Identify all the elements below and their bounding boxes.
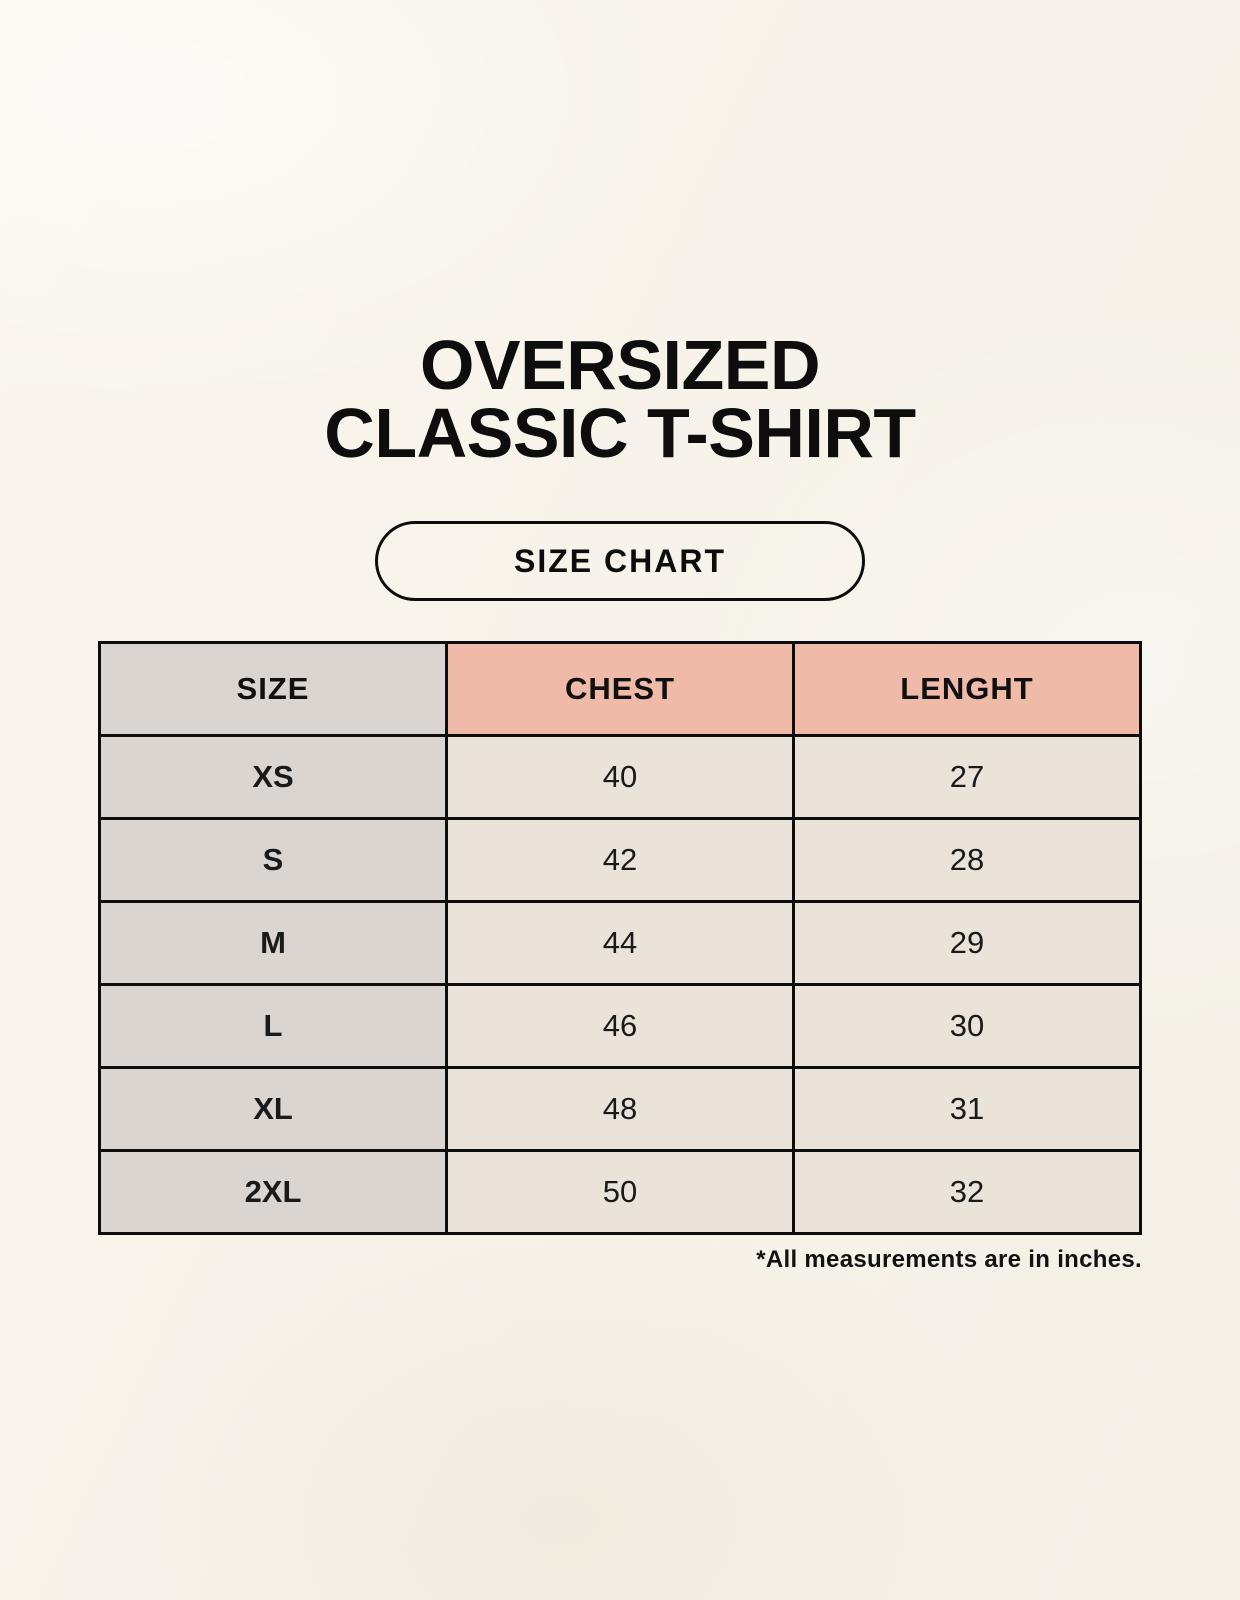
length-cell: 30 [792, 983, 1142, 1069]
table-row: XL 48 31 [98, 1066, 1142, 1152]
page-title: OVERSIZED CLASSIC T-SHIRT [0, 326, 1240, 472]
table-row: S 42 28 [98, 817, 1142, 903]
size-cell: XL [98, 1066, 448, 1152]
measurements-note: *All measurements are in inches. [756, 1246, 1142, 1273]
page-title-line-2: CLASSIC T-SHIRT [324, 394, 916, 472]
table-row: M 44 29 [98, 900, 1142, 986]
size-cell: S [98, 817, 448, 903]
size-cell: M [98, 900, 448, 986]
table-row: 2XL 50 32 [98, 1149, 1142, 1235]
chest-cell: 44 [445, 900, 795, 986]
table-header-row: SIZE CHEST LENGHT [98, 641, 1142, 737]
length-cell: 32 [792, 1149, 1142, 1235]
length-cell: 27 [792, 734, 1142, 820]
column-header-length: LENGHT [792, 641, 1142, 737]
size-chart-button-label: SIZE CHART [514, 542, 726, 579]
size-cell: 2XL [98, 1149, 448, 1235]
table-row: L 46 30 [98, 983, 1142, 1069]
size-chart-table: SIZE CHEST LENGHT XS 40 27 S 42 28 M 44 … [98, 641, 1142, 1235]
size-cell: XS [98, 734, 448, 820]
size-cell: L [98, 983, 448, 1069]
length-cell: 31 [792, 1066, 1142, 1152]
chest-cell: 48 [445, 1066, 795, 1152]
chest-cell: 40 [445, 734, 795, 820]
length-cell: 29 [792, 900, 1142, 986]
chest-cell: 42 [445, 817, 795, 903]
column-header-size: SIZE [98, 641, 448, 737]
table-row: XS 40 27 [98, 734, 1142, 820]
page-title-line-1: OVERSIZED [419, 326, 821, 404]
column-header-chest: CHEST [445, 641, 795, 737]
chest-cell: 50 [445, 1149, 795, 1235]
chest-cell: 46 [445, 983, 795, 1069]
length-cell: 28 [792, 817, 1142, 903]
size-chart-button[interactable]: SIZE CHART [375, 521, 865, 601]
